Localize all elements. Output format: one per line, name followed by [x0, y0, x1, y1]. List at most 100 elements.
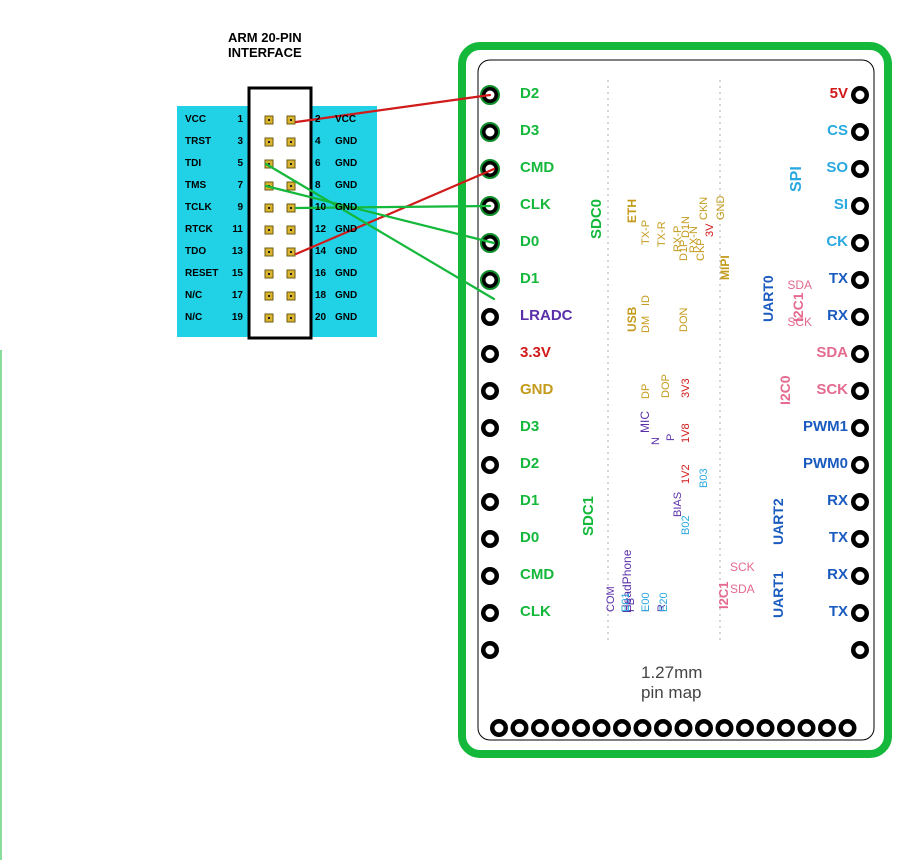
text-label: D2 — [520, 85, 539, 102]
text-label: 5V — [830, 85, 848, 102]
text-label: 2 — [315, 114, 321, 125]
vertical-label: DM — [640, 316, 652, 333]
text-label: SCK — [816, 381, 848, 398]
text-label: RX — [827, 566, 848, 583]
vertical-label: E00 — [640, 592, 652, 612]
text-label: 19 — [232, 312, 243, 323]
vertical-label: MIC — [638, 411, 652, 433]
vertical-label: 3V — [704, 224, 716, 237]
text-label: 7 — [237, 180, 243, 191]
text-label: 16 — [315, 268, 326, 279]
text-label: GND — [335, 136, 357, 147]
vertical-label: COM — [605, 586, 617, 612]
text-label: N/C — [185, 290, 202, 301]
text-label: 14 — [315, 246, 326, 257]
vertical-label: MIPI — [718, 255, 732, 280]
vertical-label: SDC1 — [580, 496, 597, 536]
text-label: GND — [335, 312, 357, 323]
text-label: D0 — [520, 233, 539, 250]
text-label: D2 — [520, 455, 539, 472]
text-label: TRST — [185, 136, 211, 147]
vertical-label: SDC0 — [588, 199, 605, 239]
vertical-label: UART2 — [770, 498, 786, 545]
vertical-label: DP — [640, 384, 652, 399]
text-label: GND — [335, 246, 357, 257]
text-label: GND — [335, 202, 357, 213]
jtag-title: ARM 20-PIN INTERFACE — [228, 30, 302, 60]
text-label: SDA — [816, 344, 848, 361]
vertical-label: SPI — [788, 166, 806, 192]
text-label: TMS — [185, 180, 206, 191]
vertical-label: CKP — [695, 238, 707, 261]
text-label: 3 — [237, 136, 243, 147]
text-label: 20 — [315, 312, 326, 323]
text-label: 10 — [315, 202, 326, 213]
vertical-label: 3V3 — [680, 378, 692, 398]
text-label: GND — [335, 268, 357, 279]
vertical-label: 1V2 — [680, 464, 692, 484]
text-label: 4 — [315, 136, 321, 147]
text-label: 11 — [232, 224, 243, 235]
text-label: GND — [335, 158, 357, 169]
vertical-label: D1P — [678, 240, 690, 261]
vertical-label: P — [665, 434, 677, 441]
text-label: RX — [827, 492, 848, 509]
text-label: 9 — [237, 202, 243, 213]
text-label: TX — [829, 270, 848, 287]
vertical-label: CKN — [698, 197, 710, 220]
text-label: N/C — [185, 312, 202, 323]
text-label: SI — [834, 196, 848, 213]
text-label: pin map — [641, 683, 701, 703]
text-label: VCC — [185, 114, 206, 125]
vertical-label: DON — [678, 308, 690, 332]
text-label: VCC — [335, 114, 356, 125]
vertical-label: E20 — [658, 592, 670, 612]
text-label: 6 — [315, 158, 321, 169]
text-label: SDA — [730, 582, 755, 596]
vertical-label: ID — [640, 295, 652, 306]
text-label: 5 — [237, 158, 243, 169]
vertical-label: B02 — [680, 515, 692, 535]
vertical-label: N — [650, 437, 662, 445]
text-label: D1 — [520, 492, 539, 509]
text-label: GND — [520, 381, 553, 398]
text-label: D1 — [520, 270, 539, 287]
text-label: PWM1 — [803, 418, 848, 435]
vertical-label: USB — [625, 307, 639, 332]
vertical-label: ETH — [625, 199, 639, 223]
vertical-label: TX-R — [656, 221, 668, 247]
text-label: RX — [827, 307, 848, 324]
text-label: GND — [335, 290, 357, 301]
vertical-label: B03 — [698, 468, 710, 488]
text-label: TDO — [185, 246, 206, 257]
text-label: TDI — [185, 158, 201, 169]
text-label: D3 — [520, 418, 539, 435]
text-label: RESET — [185, 268, 218, 279]
text-label: CMD — [520, 566, 554, 583]
text-label: 3.3V — [520, 344, 551, 361]
diagram-svg — [0, 0, 900, 865]
text-label: LRADC — [520, 307, 573, 324]
text-label: PWM0 — [803, 455, 848, 472]
text-label: SO — [826, 159, 848, 176]
diagram-canvas: ARM 20-PIN INTERFACE VCC 1 2 VCC TRST 3 4 GND TD… — [0, 0, 900, 865]
vertical-label: D1N — [680, 216, 692, 238]
text-label: TCLK — [185, 202, 212, 213]
text-label: CS — [827, 122, 848, 139]
vertical-label: GND — [715, 196, 727, 220]
text-label: D3 — [520, 122, 539, 139]
text-label: TX — [829, 603, 848, 620]
vertical-label: BIAS — [672, 492, 684, 517]
vertical-label: TX-P — [640, 220, 652, 245]
text-label: 1 — [237, 114, 243, 125]
text-label: SDA — [787, 278, 812, 292]
text-label: SCK — [730, 560, 755, 574]
text-label: D0 — [520, 529, 539, 546]
vertical-label: I2C0 — [777, 375, 793, 405]
vertical-label: UART1 — [770, 571, 786, 618]
text-label: 15 — [232, 268, 243, 279]
text-label: 13 — [232, 246, 243, 257]
text-label: 1.27mm — [641, 663, 702, 683]
text-label: CLK — [520, 196, 551, 213]
vertical-label: I2C1 — [716, 582, 731, 609]
